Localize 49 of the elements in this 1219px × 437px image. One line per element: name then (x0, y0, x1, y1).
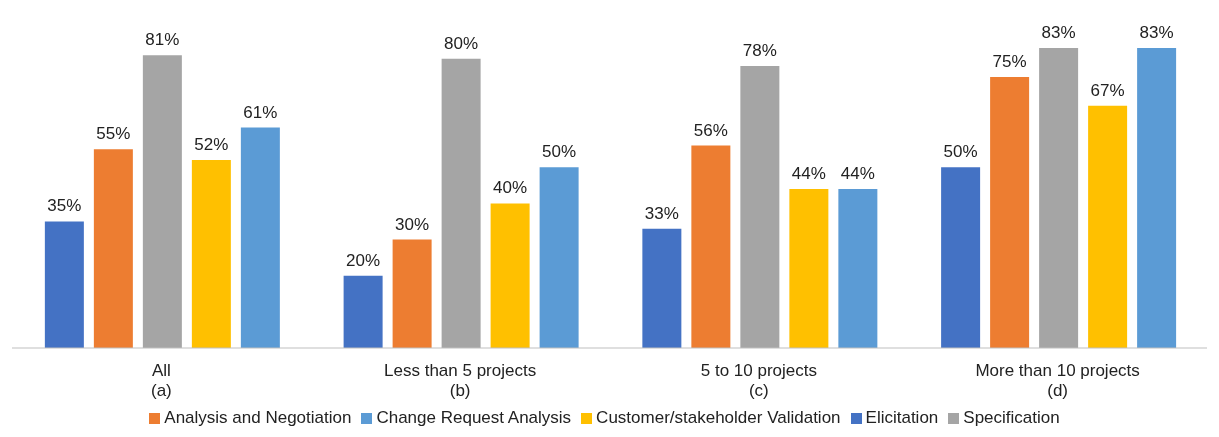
data-label: 75% (992, 51, 1027, 71)
bar (1088, 105, 1128, 348)
bar (642, 228, 682, 348)
x-tick-label: More than 10 projects (d) (975, 361, 1140, 400)
data-label: 80% (444, 33, 479, 53)
data-label: 81% (145, 30, 180, 50)
bar (740, 66, 780, 348)
x-tick-label: Less than 5 projects (b) (384, 361, 537, 400)
data-label: 83% (1139, 23, 1174, 42)
bar (1137, 48, 1177, 348)
data-label: 44% (840, 163, 875, 183)
bar (44, 221, 84, 348)
bar (1039, 48, 1079, 348)
x-tick-label: 5 to 10 projects (c) (700, 361, 817, 400)
legend-label: Analysis and Negotiation (164, 408, 352, 427)
data-label: 83% (1041, 23, 1076, 42)
data-label: 50% (943, 142, 978, 162)
x-tick-label: All (a) (150, 361, 172, 400)
bar (142, 55, 182, 348)
data-label: 40% (493, 178, 528, 198)
data-label: 61% (243, 102, 278, 122)
data-label: 35% (47, 196, 82, 216)
data-label: 33% (644, 203, 679, 223)
bar (490, 203, 530, 348)
bar (191, 160, 231, 348)
legend-label: Specification (963, 408, 1060, 427)
bar (789, 188, 829, 348)
data-label: 56% (693, 120, 728, 140)
data-label: 55% (96, 124, 131, 144)
bar (441, 58, 481, 348)
bar (93, 149, 133, 348)
data-label: 67% (1090, 80, 1125, 100)
bar (838, 188, 878, 348)
data-label: 50% (542, 142, 577, 162)
data-label: 44% (791, 163, 826, 183)
data-label: 20% (346, 250, 381, 270)
legend-label: Customer/stakeholder Validation (596, 408, 841, 427)
legend-label: Elicitation (865, 408, 939, 427)
bar (343, 275, 383, 348)
data-label: 52% (194, 135, 229, 155)
bar (539, 167, 579, 348)
legend-label: Change Request Analysis (376, 408, 572, 427)
bar (392, 239, 432, 348)
data-label: 78% (742, 41, 777, 61)
bar (240, 127, 280, 348)
bar (691, 145, 731, 348)
bar (941, 167, 981, 348)
bar (990, 76, 1030, 348)
data-label: 30% (395, 214, 430, 234)
